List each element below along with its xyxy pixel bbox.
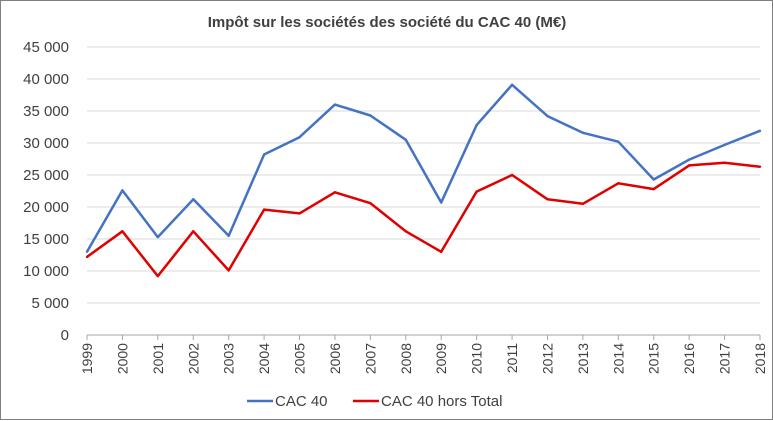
x-tick-label: 2010 xyxy=(469,343,485,374)
x-tick-label: 2003 xyxy=(221,343,237,374)
x-tick-label: 2009 xyxy=(433,343,449,374)
data-point xyxy=(333,191,337,194)
x-tick-label: 2012 xyxy=(539,343,555,374)
data-point xyxy=(85,250,89,253)
data-point xyxy=(440,250,443,253)
data-point xyxy=(652,178,655,181)
data-point xyxy=(192,230,195,233)
series-line-2 xyxy=(86,161,761,278)
y-tick-label: 5 000 xyxy=(31,295,69,312)
data-point xyxy=(475,190,478,193)
data-point xyxy=(475,123,478,127)
x-tick-label: 2016 xyxy=(681,343,697,374)
data-point xyxy=(687,158,691,161)
x-tick-label: 2018 xyxy=(752,343,768,374)
x-tick-label: 2005 xyxy=(292,343,308,374)
data-point xyxy=(85,255,89,259)
data-point xyxy=(369,201,372,205)
data-point xyxy=(581,131,585,134)
x-tick-label: 2013 xyxy=(575,343,591,374)
data-point xyxy=(652,187,655,191)
data-point xyxy=(404,230,407,233)
data-point xyxy=(262,153,266,156)
data-point xyxy=(723,161,726,165)
y-tick-label: 15 000 xyxy=(23,231,69,248)
data-point xyxy=(227,234,230,237)
x-tick-label: 2014 xyxy=(610,343,626,374)
x-tick-label: 1999 xyxy=(79,343,95,374)
y-tick-label: 0 xyxy=(61,327,69,344)
data-point xyxy=(298,136,301,139)
x-tick-label: 2007 xyxy=(362,343,378,374)
data-point xyxy=(369,114,372,117)
x-tick-label: 2004 xyxy=(256,343,272,374)
data-point xyxy=(298,212,301,215)
x-axis: 1999 2000 2001 2002 2003 2004 2005 2006 2007 2008… xyxy=(79,334,768,374)
data-point xyxy=(121,189,124,192)
data-point xyxy=(156,235,160,239)
data-point xyxy=(617,140,620,143)
y-tick-label: 35 000 xyxy=(23,103,69,120)
x-tick-label: 2002 xyxy=(185,343,201,374)
x-tick-label: 2000 xyxy=(114,343,130,374)
data-point xyxy=(156,274,160,278)
series-lines xyxy=(85,83,762,278)
legend-label-1: CAC 40 xyxy=(275,393,328,410)
series-line-1 xyxy=(85,83,761,253)
x-tick-label: 2006 xyxy=(327,343,343,374)
x-tick-label: 2001 xyxy=(150,343,166,374)
legend-label-2: CAC 40 hors Total xyxy=(381,393,502,410)
data-point xyxy=(192,198,195,201)
legend: CAC 40 CAC 40 hors Total xyxy=(247,393,502,410)
data-point xyxy=(262,208,266,211)
y-tick-label: 20 000 xyxy=(23,199,69,216)
x-tick-label: 2015 xyxy=(646,343,662,374)
data-point xyxy=(510,173,514,177)
x-tick-label: 2008 xyxy=(398,343,414,374)
data-point xyxy=(227,269,230,272)
data-point xyxy=(758,165,762,168)
y-tick-label: 30 000 xyxy=(23,135,69,152)
x-tick-label: 2017 xyxy=(717,343,733,374)
x-tick-label: 2011 xyxy=(504,343,520,373)
data-point xyxy=(121,230,124,233)
gridlines xyxy=(87,46,760,304)
y-tick-label: 40 000 xyxy=(23,71,69,88)
data-point xyxy=(581,202,585,205)
data-point xyxy=(546,114,549,118)
data-point xyxy=(510,83,514,86)
y-tick-label: 45 000 xyxy=(23,39,69,56)
data-point xyxy=(687,164,691,167)
y-tick-label: 25 000 xyxy=(23,167,69,184)
y-tick-label: 10 000 xyxy=(23,263,69,280)
data-point xyxy=(440,201,443,204)
y-axis-ticks: 0 5 000 10 000 15 000 20 000 25 000 30 000 35 0… xyxy=(23,39,69,344)
chart-title: Impôt sur les sociétés des société du CA… xyxy=(208,14,566,31)
data-point xyxy=(404,138,407,141)
data-point xyxy=(723,143,726,147)
data-point xyxy=(617,182,620,185)
data-point xyxy=(333,103,337,106)
data-point xyxy=(758,129,762,133)
data-point xyxy=(546,198,549,201)
